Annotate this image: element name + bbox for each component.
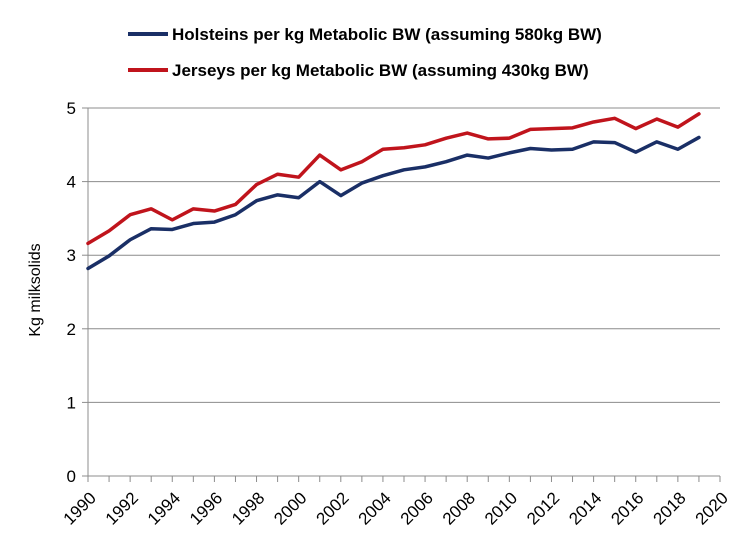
legend-label-holsteins: Holsteins per kg Metabolic BW (assuming … <box>172 25 602 44</box>
legend-label-jerseys: Jerseys per kg Metabolic BW (assuming 43… <box>172 61 589 80</box>
x-tick-label: 2006 <box>397 488 437 528</box>
axes <box>82 107 721 482</box>
y-axis-label: Kg milksolids <box>27 243 44 336</box>
x-tick-label: 2016 <box>607 488 647 528</box>
x-tick-label: 2000 <box>270 488 310 528</box>
y-tick-label: 0 <box>67 467 76 486</box>
series-layer <box>86 112 701 271</box>
gridlines <box>88 107 720 403</box>
y-tick-labels: 0 1 2 3 4 5 <box>67 99 76 486</box>
x-tick-label: 2002 <box>312 488 352 528</box>
x-tick-labels: 1990 1992 1994 1996 1998 2000 2002 2004 2006 2008… <box>60 488 732 528</box>
x-tick-label: 2004 <box>355 488 395 528</box>
x-tick-label: 2008 <box>439 488 479 528</box>
series-line-jerseys <box>86 112 701 246</box>
x-tick-label: 1994 <box>144 488 184 528</box>
legend-item-holsteins: Holsteins per kg Metabolic BW (assuming … <box>128 25 602 44</box>
legend: Holsteins per kg Metabolic BW (assuming … <box>128 25 602 80</box>
y-tick-label: 1 <box>67 393 76 412</box>
x-tick-label: 2018 <box>650 488 690 528</box>
series-line-holsteins <box>86 135 701 271</box>
x-tick-label: 2020 <box>692 488 732 528</box>
y-tick-label: 3 <box>67 246 76 265</box>
y-tick-label: 4 <box>67 173 76 192</box>
legend-item-jerseys: Jerseys per kg Metabolic BW (assuming 43… <box>128 61 589 80</box>
y-tick-label: 2 <box>67 320 76 339</box>
y-tick-label: 5 <box>67 99 76 118</box>
x-tick-label: 1996 <box>186 488 226 528</box>
x-tick-label: 2014 <box>565 488 605 528</box>
x-tick-label: 2010 <box>481 488 521 528</box>
x-tick-label: 1992 <box>102 488 142 528</box>
x-tick-label: 1990 <box>60 488 100 528</box>
x-tick-label: 1998 <box>228 488 268 528</box>
x-tick-label: 2012 <box>523 488 563 528</box>
